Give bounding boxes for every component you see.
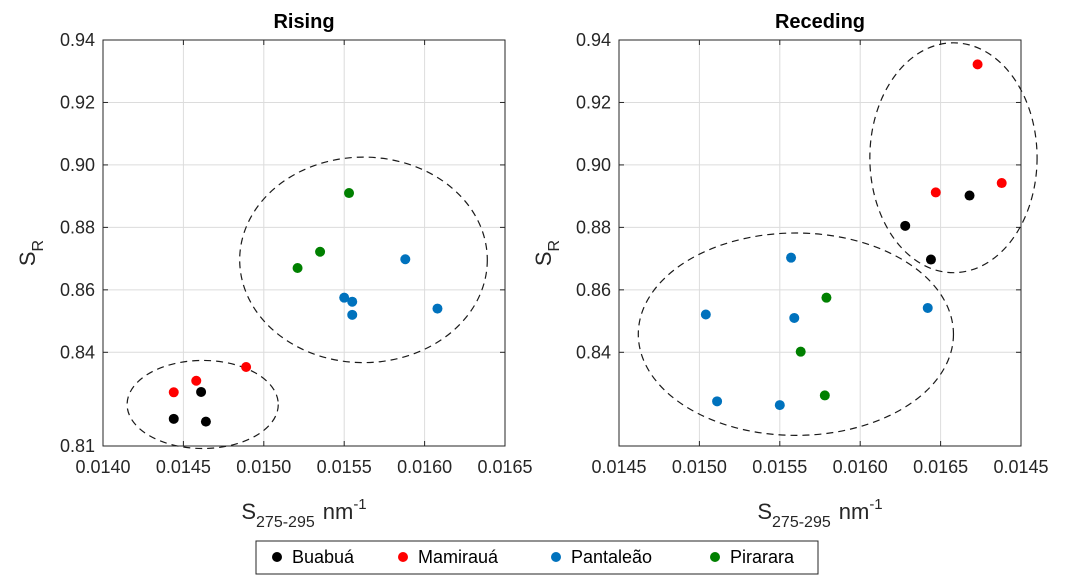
legend-box	[255, 540, 819, 575]
x-axis-label-exp: -1	[869, 496, 882, 513]
y-tick-label: 0.94	[60, 30, 95, 50]
x-axis-label-main: S	[757, 499, 772, 524]
legend-label-pirarara: Pirarara	[730, 547, 795, 567]
x-tick-label: 0.0150	[672, 457, 727, 477]
data-point-pirarara	[819, 390, 830, 401]
data-point-mamiraua	[241, 361, 252, 372]
data-point-pantaleao	[347, 309, 358, 320]
y-tick-label: 0.84	[60, 342, 95, 362]
data-point-pirarara	[292, 262, 303, 273]
legend-label-mamiraua: Mamirauá	[418, 547, 499, 567]
legend-marker-pirarara	[710, 552, 720, 562]
x-tick-label: 0.0160	[833, 457, 888, 477]
y-tick-label: 0.92	[576, 92, 611, 112]
data-point-pantaleao	[347, 296, 358, 307]
axes-frame	[618, 39, 1022, 447]
data-point-pantaleao	[789, 312, 800, 323]
data-point-buabua	[196, 386, 207, 397]
data-point-pantaleao	[774, 400, 785, 411]
chart-title: Rising	[273, 11, 334, 33]
rising-panel: 0.0140 0.0145 0.0150 0.0155 0.0160 0.0165 0.81…	[15, 11, 533, 531]
data-point-buabua	[925, 254, 936, 265]
legend-label-buabua: Buabuá	[292, 547, 355, 567]
y-tick-label: 0.86	[576, 280, 611, 300]
x-axis-label: S275-295 nm-1	[241, 496, 366, 531]
y-tick-label: 0.92	[60, 92, 95, 112]
x-tick-label: 0.0155	[752, 457, 807, 477]
x-tick-label: 0.0165	[913, 457, 968, 477]
legend-marker-pantaleao	[551, 552, 561, 562]
legend-label-pantaleao: Pantaleão	[571, 547, 652, 567]
x-tick-label: 0.0165	[477, 457, 532, 477]
x-axis-label-exp: -1	[353, 496, 366, 513]
x-tick-label: 0.0145	[591, 457, 646, 477]
y-axis-label-main: S	[531, 251, 556, 266]
data-point-pirarara	[315, 246, 326, 257]
data-point-mamiraua	[930, 187, 941, 198]
y-axis-label-sub: R	[546, 240, 563, 252]
group-ellipse	[239, 156, 488, 364]
chart-title: Receding	[775, 11, 865, 33]
y-tick-label: 0.86	[60, 280, 95, 300]
data-point-mamiraua	[972, 59, 983, 70]
x-axis-label-sub: 275-295	[772, 514, 831, 531]
y-tick-label: 0.81	[60, 436, 95, 456]
x-axis-label-sub: 275-295	[256, 514, 315, 531]
y-tick-label: 0.90	[60, 155, 95, 175]
plot-area	[103, 40, 505, 446]
y-axis-label: SR	[15, 240, 47, 266]
x-axis-label-unit: nm	[839, 499, 870, 524]
y-tick-label: 0.88	[60, 217, 95, 237]
legend-marker-buabua	[272, 552, 282, 562]
data-point-mamiraua	[996, 178, 1007, 189]
data-point-pantaleao	[922, 302, 933, 313]
data-point-mamiraua	[191, 375, 202, 386]
x-tick-label: 0.0160	[397, 457, 452, 477]
data-point-pantaleao	[432, 303, 443, 314]
axes-frame	[102, 39, 506, 447]
group-ellipse	[869, 42, 1038, 274]
data-point-pantaleao	[400, 254, 411, 265]
y-axis-label-main: S	[15, 251, 40, 266]
data-point-pirarara	[795, 346, 806, 357]
plot-area	[619, 40, 1021, 446]
data-point-buabua	[900, 220, 911, 231]
data-point-pirarara	[821, 292, 832, 303]
data-point-buabua	[168, 413, 179, 424]
y-tick-label: 0.84	[576, 342, 611, 362]
data-point-pantaleao	[712, 396, 723, 407]
legend-marker-mamiraua	[398, 552, 408, 562]
y-axis-label-sub: R	[30, 240, 47, 252]
x-tick-label: 0.0145	[993, 457, 1048, 477]
data-point-buabua	[200, 416, 211, 427]
x-tick-label: 0.0145	[156, 457, 211, 477]
x-tick-label: 0.0155	[317, 457, 372, 477]
data-point-mamiraua	[168, 387, 179, 398]
data-point-pirarara	[344, 188, 355, 199]
x-tick-label: 0.0150	[236, 457, 291, 477]
x-axis-label-main: S	[241, 499, 256, 524]
data-point-pantaleao	[786, 252, 797, 263]
y-tick-label: 0.94	[576, 30, 611, 50]
legend: Buabuá Mamirauá Pantaleão Pirarara	[255, 540, 819, 575]
x-axis-label: S275-295 nm-1	[757, 496, 882, 531]
x-tick-label: 0.0140	[75, 457, 130, 477]
data-point-pantaleao	[700, 309, 711, 320]
y-tick-label: 0.88	[576, 217, 611, 237]
y-axis-label: SR	[531, 240, 563, 266]
data-point-buabua	[964, 190, 975, 201]
y-tick-label: 0.90	[576, 155, 611, 175]
group-ellipse	[637, 232, 955, 436]
receding-panel: 0.0145 0.0150 0.0155 0.0160 0.0165 0.0145 0.84…	[531, 11, 1049, 531]
data-point-pantaleao	[339, 292, 350, 303]
group-ellipse	[126, 359, 279, 450]
x-axis-label-unit: nm	[323, 499, 354, 524]
